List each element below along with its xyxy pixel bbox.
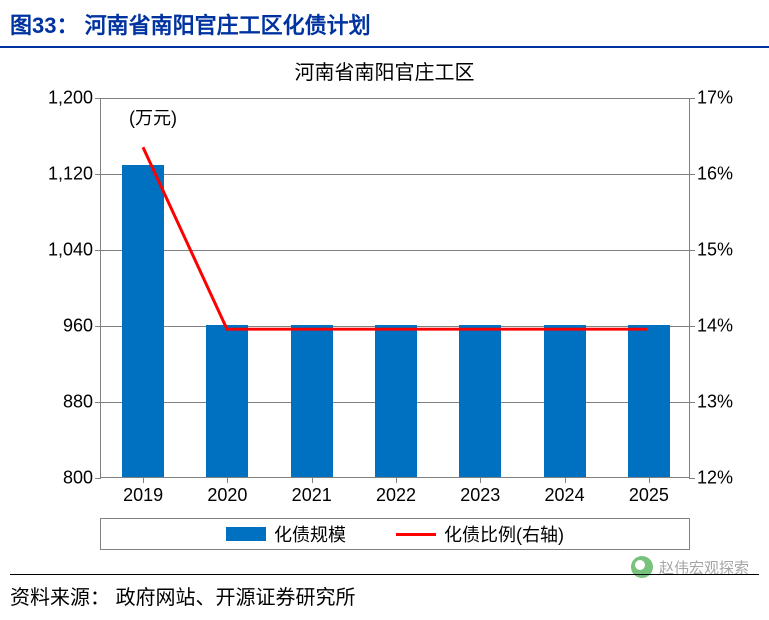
y-right-tick: 16%	[689, 164, 733, 185]
source-line: 资料来源： 政府网站、开源证券研究所	[10, 574, 759, 610]
figure-title-text: 河南省南阳官庄工区化债计划	[85, 13, 371, 38]
y-right-tick: 13%	[689, 392, 733, 413]
source-text: 政府网站、开源证券研究所	[116, 587, 356, 609]
line-swatch-icon	[396, 533, 436, 536]
bar-swatch-icon	[226, 527, 266, 541]
legend: 化债规模 化债比例(右轴)	[100, 518, 690, 550]
legend-line-label: 化债比例(右轴)	[444, 521, 564, 547]
figure-title: 图33： 河南省南阳官庄工区化债计划	[0, 0, 769, 48]
y-right-tick: 17%	[689, 88, 733, 109]
legend-item-bar: 化债规模	[226, 521, 346, 547]
source-label: 资料来源：	[10, 587, 110, 609]
y-left-tick: 1,120	[48, 164, 101, 185]
plot-area: (万元) 80012%88013%96014%1,04015%1,12016%1…	[100, 98, 690, 478]
figure-label: 图33：	[10, 13, 78, 38]
y-left-tick: 1,200	[48, 88, 101, 109]
legend-bar-label: 化债规模	[274, 521, 346, 547]
y-right-tick: 14%	[689, 316, 733, 337]
chart-title: 河南省南阳官庄工区	[0, 56, 769, 85]
line-series	[101, 98, 689, 477]
legend-item-line: 化债比例(右轴)	[396, 521, 564, 547]
y-right-tick: 12%	[689, 468, 733, 489]
y-left-tick: 1,040	[48, 240, 101, 261]
y-right-tick: 15%	[689, 240, 733, 261]
chart-area: 河南省南阳官庄工区 (万元) 80012%88013%96014%1,04015…	[0, 48, 769, 568]
